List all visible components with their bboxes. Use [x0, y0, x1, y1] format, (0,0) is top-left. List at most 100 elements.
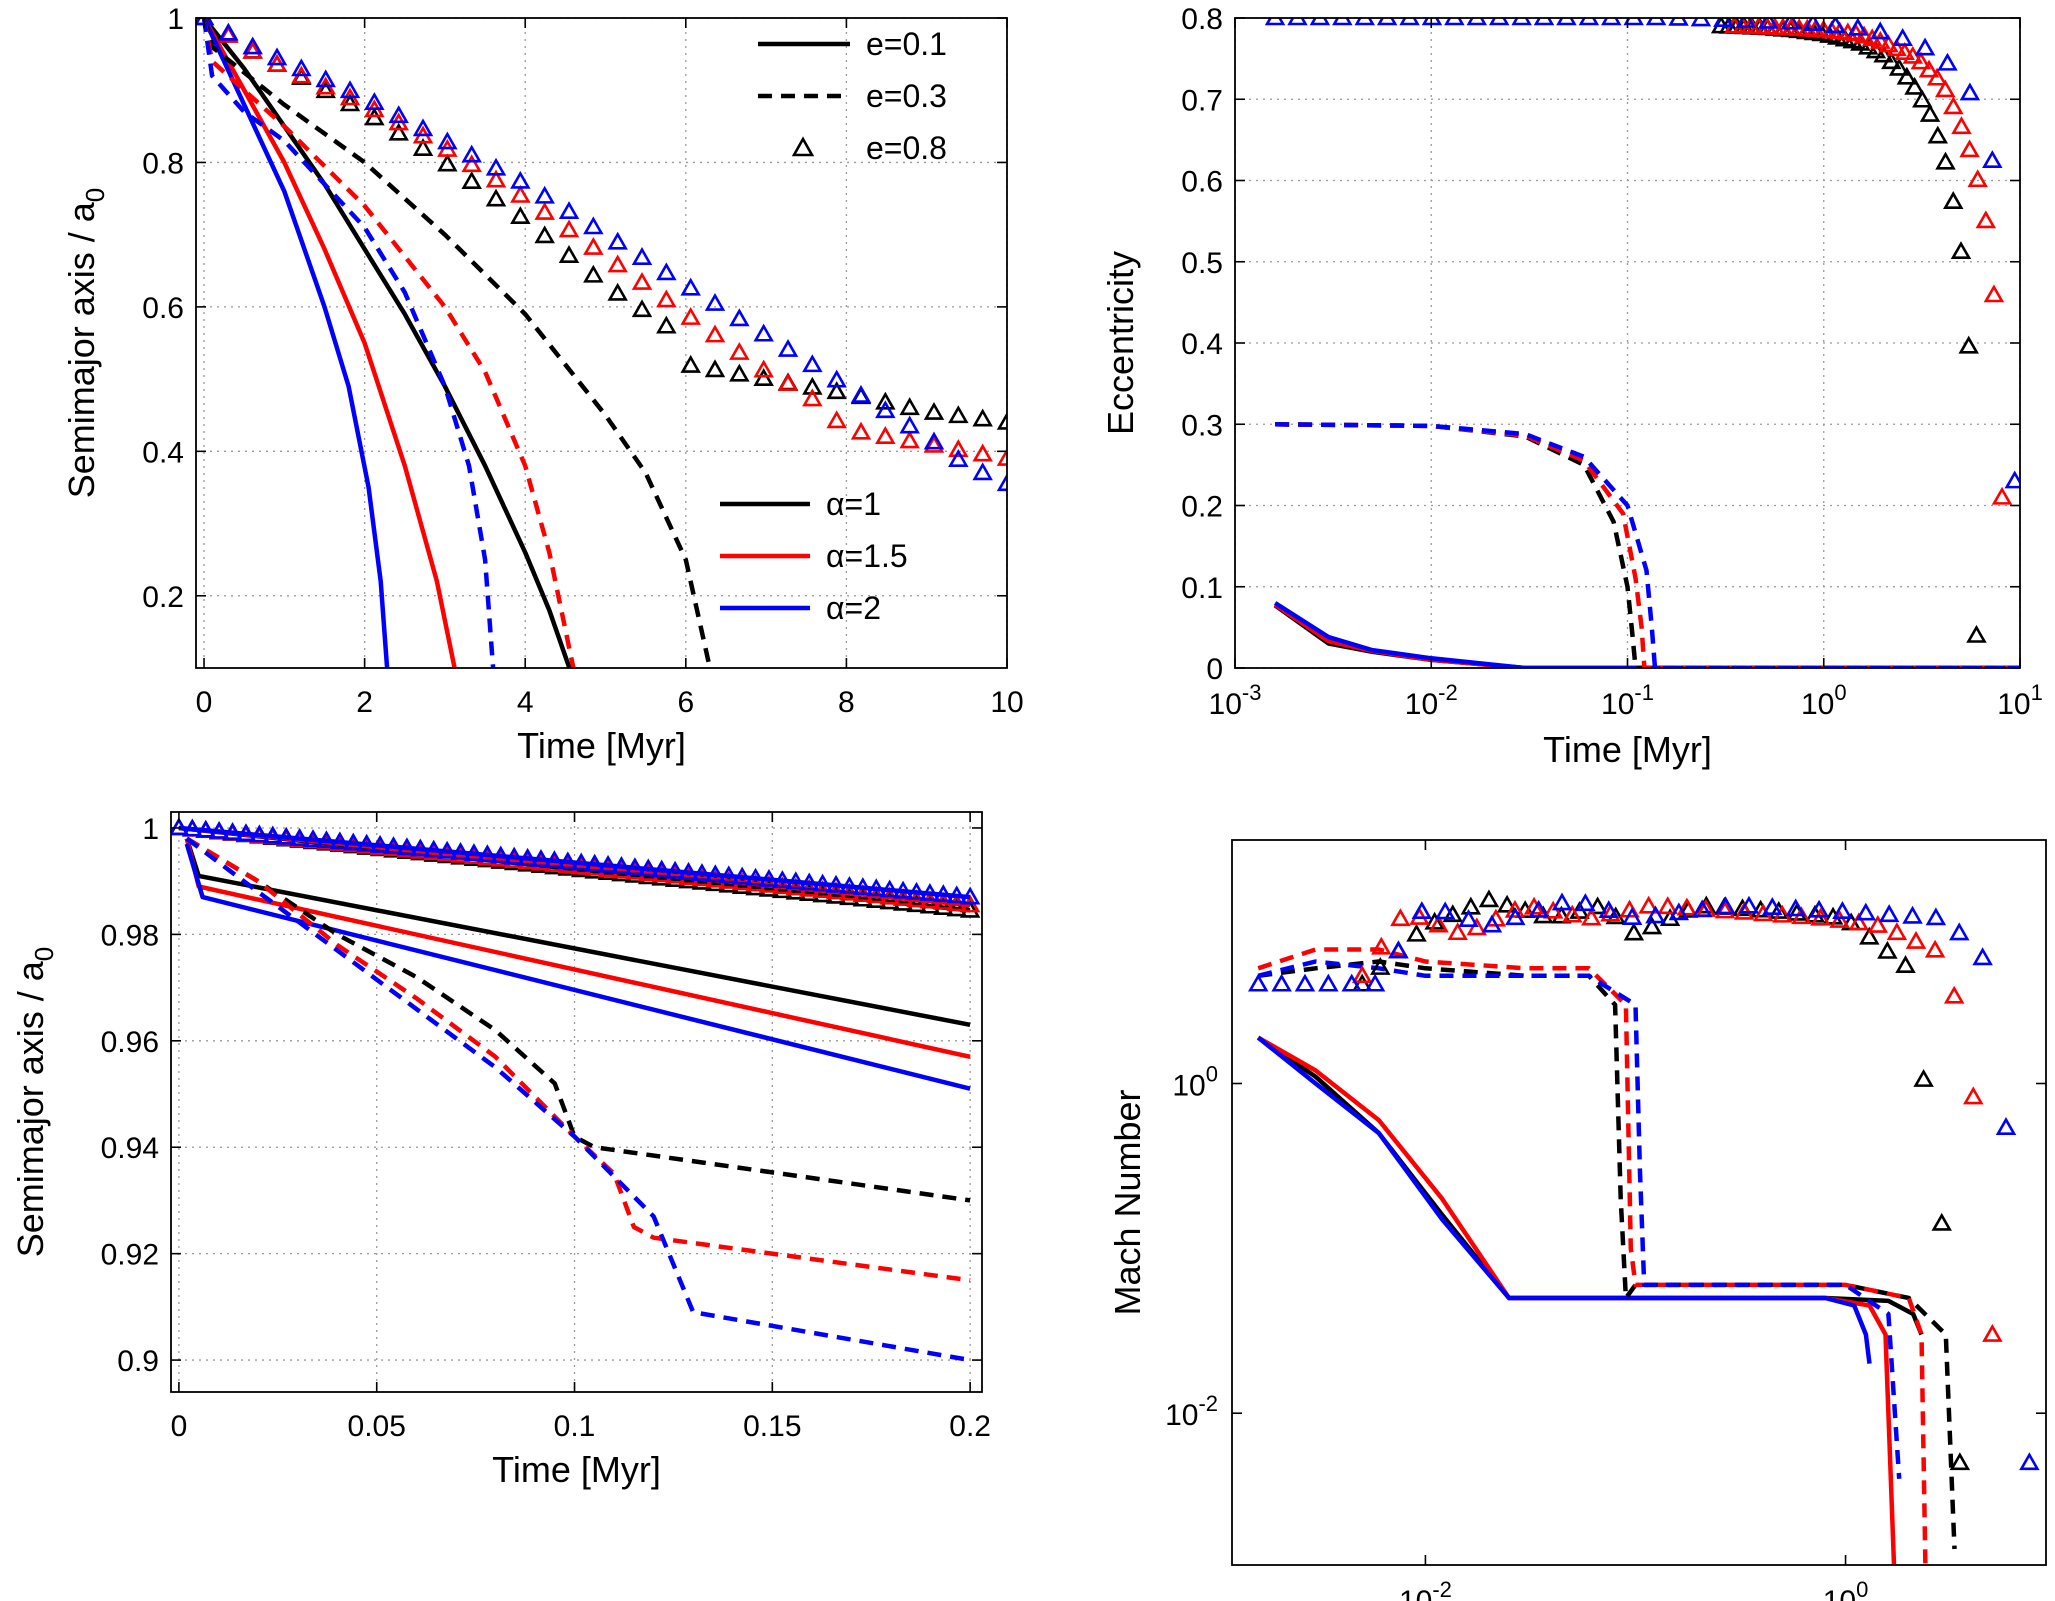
series--1-e-0.8-marker — [1958, 335, 1979, 354]
series--1-e-0.8-marker — [437, 153, 458, 172]
series--2-e-0.8-marker — [1738, 895, 1760, 914]
series--1-e-0.8-marker — [753, 368, 774, 386]
series--2-e-0.8-marker — [1318, 973, 1339, 992]
series--1.5-e-0.1-line — [1257, 1035, 1897, 1565]
series--1-e-0.8-marker — [798, 883, 820, 901]
series--1.5-e-0.8-marker — [1638, 895, 1659, 914]
series--1-e-0.8-marker — [959, 899, 981, 918]
series--1.5-e-0.8-marker — [1878, 34, 1899, 53]
series--2-e-0.8-marker — [388, 105, 409, 124]
series--1-e-0.8-marker — [461, 171, 482, 190]
series--2-e-0.8-marker — [802, 354, 823, 373]
series--1-e-0.3-line — [1257, 959, 1957, 1550]
series--2-e-0.8-marker — [1892, 28, 1913, 46]
series--2-e-0.8-marker — [266, 47, 288, 66]
series--1-e-0.8-marker — [852, 888, 874, 907]
series--1-e-0.8-marker — [1406, 923, 1427, 942]
series--1-e-0.8-marker — [1931, 1212, 1952, 1231]
y-tick-label: 0.96 — [101, 1026, 159, 1059]
series--1-e-0.8-marker — [1881, 51, 1902, 70]
series--1.5-e-0.8-marker — [1924, 939, 1946, 958]
legend-eccentricity: e=0.1 e=0.3 e=0.8 — [758, 26, 947, 166]
series--1.5-e-0.8-marker — [948, 439, 969, 458]
series--1-e-0.8-marker — [704, 359, 726, 378]
series--1-e-0.8-marker — [1912, 89, 1933, 108]
series--2-e-0.8-marker — [899, 415, 920, 434]
legend-marker-triangle — [791, 136, 815, 157]
series--2-e-0.8-marker — [691, 863, 713, 881]
series--1.5-e-0.8-marker — [1428, 914, 1449, 933]
series--2-e-0.8-marker — [1869, 21, 1891, 40]
plot-frame — [170, 811, 983, 1393]
series--1-e-0.8-marker — [866, 890, 887, 908]
series--2-e-0.8-marker — [1982, 150, 2003, 168]
series--2-e-0.8-marker — [490, 845, 512, 864]
y-tick-exponent: -2 — [1198, 1391, 1218, 1416]
y-axis-label: Mach Number — [1107, 1089, 1148, 1315]
series--2-e-0.8-marker — [503, 846, 525, 865]
series--1.5-e-0.8-marker — [510, 184, 531, 203]
series--2-e-0.8-marker — [1575, 893, 1596, 912]
series--1-e-0.8-marker — [785, 881, 807, 900]
series--1.5-e-0.8-marker — [875, 426, 896, 444]
y-axis-label-main: Semimajor axis / a — [10, 960, 51, 1257]
series--1.5-e-0.8-marker — [1867, 914, 1889, 933]
legend-label: α=1 — [826, 486, 881, 522]
series--2-e-0.8-marker — [1995, 1117, 2017, 1135]
series--1.5-e-0.8-marker — [1983, 284, 2005, 303]
series--1.5-e-0.8-marker — [557, 855, 579, 874]
series--1.5-e-0.8-marker — [1975, 210, 1997, 229]
x-tick-label: 10-1 — [1601, 680, 1654, 721]
series--2-e-0.8-marker — [356, 833, 377, 852]
series-group — [196, 18, 1007, 668]
y-tick-label: 0.98 — [101, 919, 159, 952]
series--1.5-e-0.8-marker — [1943, 985, 1965, 1004]
series--1-e-0.8-marker — [839, 887, 860, 906]
series--1.5-e-0.8-marker — [691, 868, 713, 887]
series--1-e-0.8-marker — [607, 282, 628, 301]
series--2-e-0.8-marker — [785, 871, 807, 890]
series--1-e-0.8-marker — [1919, 103, 1941, 122]
series--2-e-0.8-marker — [718, 865, 739, 884]
series--2-e-0.8-marker — [1264, 18, 1286, 26]
series--2-e-0.8-marker — [758, 868, 780, 887]
y-axis-label-main: Eccentricity — [1100, 251, 1141, 435]
series--2-e-0.8-marker — [208, 820, 230, 839]
series--2-e-0.8-marker — [866, 878, 887, 897]
series--2-e-0.8-marker — [275, 826, 297, 845]
series--1.5-e-0.8-marker — [607, 254, 628, 273]
x-tick-base: 10 — [1801, 688, 1834, 721]
series--1.5-e-0.8-marker — [1991, 486, 2013, 505]
series--1-e-0.8-marker — [1927, 125, 1949, 144]
chart-D: 10-210010-2100Time [Myr]Mach Number — [1107, 839, 2047, 1601]
series--2-e-0.8-marker — [879, 879, 900, 898]
series--2-e-0.8-marker — [624, 857, 646, 876]
x-tick-base: 10 — [1823, 1585, 1856, 1601]
series--2-e-0.8-marker — [1354, 18, 1375, 26]
y-tick-label: 0.94 — [101, 1132, 159, 1165]
series--2-e-0.8-marker — [583, 216, 604, 235]
x-tick-base: 10 — [1601, 688, 1634, 721]
series--2-e-0.8-marker — [1715, 896, 1736, 915]
series--2-e-0.8-marker — [607, 231, 628, 250]
y-tick-label: 0.4 — [1181, 328, 1223, 361]
series--2-e-0.8-marker — [825, 874, 847, 893]
series--2-e-0.8-marker — [946, 885, 967, 904]
series--2-e-0.8-marker — [704, 292, 726, 311]
y-tick-label: 0.3 — [1181, 409, 1223, 442]
series--2-e-0.8-marker — [651, 859, 672, 878]
series--2-e-0.3-line — [1257, 959, 1902, 1479]
series--2-e-0.8-marker — [1287, 18, 1308, 26]
y-tick-label: 0.2 — [142, 581, 184, 614]
series--2-e-0.8-marker — [656, 262, 677, 281]
legend-label: e=0.3 — [866, 78, 947, 114]
series--1.5-e-0.8-marker — [570, 856, 592, 875]
series--1.5-e-0.8-marker — [1371, 936, 1392, 955]
series--1.5-e-0.8-marker — [1466, 917, 1488, 936]
series--1-e-0.8-marker — [1460, 896, 1482, 915]
series--2-e-0.8-marker — [906, 881, 927, 900]
series--2-e-0.8-marker — [1878, 904, 1900, 923]
series--1.5-e-0.8-marker — [611, 860, 632, 879]
series--1.5-e-0.8-marker — [729, 342, 750, 360]
